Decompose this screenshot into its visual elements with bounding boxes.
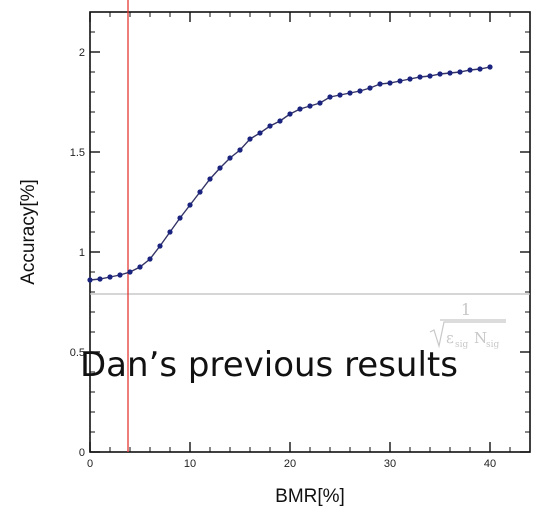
y-tick-labels: 0 0.5 1 1.5 2 bbox=[70, 47, 85, 459]
major-ticks bbox=[89, 12, 530, 453]
data-point bbox=[257, 130, 263, 136]
data-point bbox=[157, 243, 163, 249]
data-point bbox=[457, 69, 463, 75]
data-point bbox=[167, 229, 173, 235]
formula-n: N bbox=[474, 329, 487, 347]
data-point bbox=[267, 123, 273, 129]
data-point bbox=[317, 100, 323, 106]
y-tick-label: 0 bbox=[79, 447, 85, 459]
data-point bbox=[487, 64, 493, 70]
data-point bbox=[417, 74, 423, 80]
x-tick-label: 0 bbox=[87, 458, 93, 470]
y-tick-label: 2 bbox=[79, 47, 85, 59]
formula-n-subscript: sig bbox=[486, 340, 499, 350]
data-point bbox=[147, 256, 153, 262]
formula-label: 1 ε sig N sig bbox=[429, 300, 506, 350]
data-point bbox=[107, 274, 113, 280]
x-tick-label: 40 bbox=[484, 458, 496, 470]
x-tick-label: 10 bbox=[184, 458, 196, 470]
data-point bbox=[277, 118, 283, 124]
formula-numerator: 1 bbox=[461, 300, 471, 319]
y-tick-label: 1 bbox=[79, 247, 85, 259]
y-tick-label: 0.5 bbox=[70, 347, 85, 359]
data-point bbox=[307, 103, 313, 109]
data-point bbox=[227, 155, 233, 161]
x-tick-labels: 0 10 20 30 40 bbox=[87, 458, 496, 470]
data-point bbox=[197, 189, 203, 195]
y-tick-label: 1.5 bbox=[70, 147, 85, 159]
x-axis-title: BMR[%] bbox=[275, 486, 345, 507]
data-point bbox=[287, 111, 293, 117]
data-point bbox=[127, 269, 133, 275]
data-point bbox=[117, 272, 123, 278]
annotation-text: Dan’s previous results bbox=[80, 345, 458, 385]
series-points bbox=[87, 64, 493, 283]
data-point bbox=[367, 85, 373, 91]
data-point bbox=[407, 76, 413, 82]
minor-ticks bbox=[90, 12, 530, 452]
data-point bbox=[297, 106, 303, 112]
formula-epsilon: ε bbox=[446, 329, 454, 347]
data-point bbox=[187, 202, 193, 208]
x-tick-label: 20 bbox=[284, 458, 296, 470]
data-point bbox=[477, 66, 483, 72]
data-point bbox=[387, 80, 393, 86]
data-point bbox=[237, 147, 243, 153]
data-point bbox=[137, 264, 143, 270]
data-point bbox=[437, 71, 443, 77]
data-point bbox=[467, 67, 473, 73]
data-point bbox=[377, 81, 383, 87]
data-point bbox=[427, 73, 433, 79]
formula-epsilon-subscript: sig bbox=[455, 340, 468, 350]
data-point bbox=[97, 276, 103, 282]
y-axis-title: Accuracy[%] bbox=[18, 179, 39, 285]
formula-radical-sign bbox=[429, 321, 506, 349]
data-point bbox=[177, 215, 183, 221]
data-point bbox=[357, 88, 363, 94]
data-point bbox=[447, 70, 453, 76]
data-point bbox=[217, 165, 223, 171]
data-point bbox=[337, 92, 343, 98]
x-tick-label: 30 bbox=[384, 458, 396, 470]
data-point bbox=[397, 78, 403, 84]
data-point bbox=[347, 90, 353, 96]
data-point bbox=[247, 136, 253, 142]
data-point bbox=[207, 176, 213, 182]
data-point bbox=[87, 277, 93, 283]
data-point bbox=[327, 94, 333, 100]
